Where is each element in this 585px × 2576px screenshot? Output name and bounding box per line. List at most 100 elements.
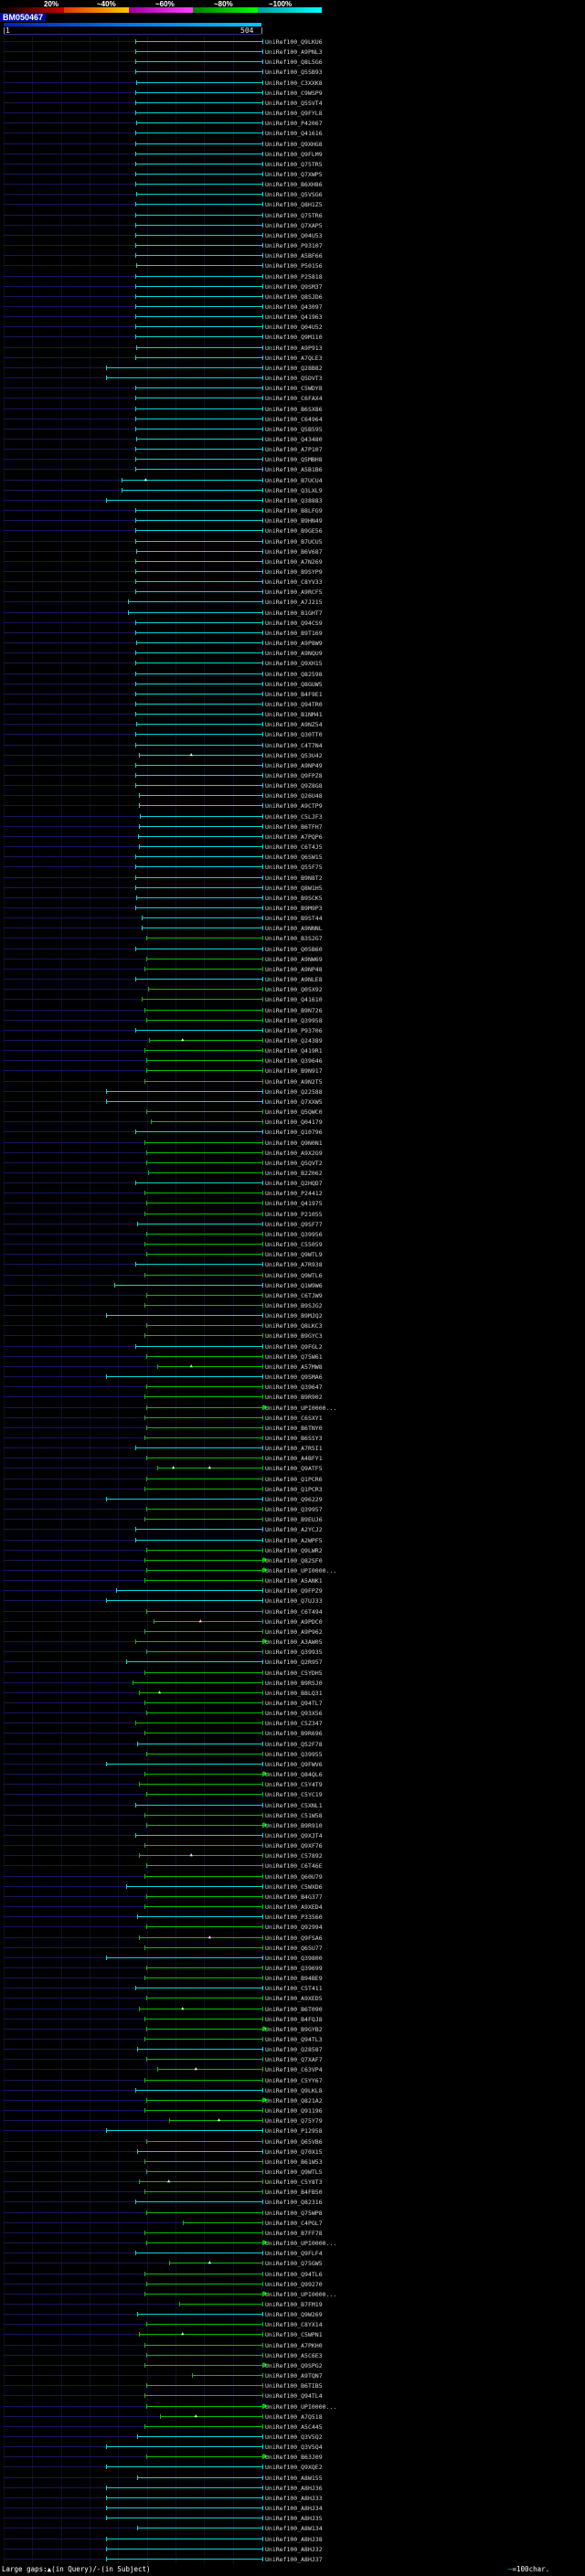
alignment-bar[interactable]: [149, 1038, 263, 1043]
hit-label[interactable]: UniRef100_A4BFY1: [265, 1455, 323, 1463]
hit-label[interactable]: UniRef100_B6SX86: [265, 405, 323, 413]
hit-label[interactable]: UniRef100_A7P107: [265, 446, 323, 454]
alignment-bar[interactable]: [135, 1537, 263, 1542]
hit-row[interactable]: UniRef100_Q1PCR3: [0, 1484, 585, 1494]
alignment-bar[interactable]: [106, 1598, 263, 1604]
hit-row[interactable]: UniRef100_Q3V5Q4: [0, 2442, 585, 2452]
alignment-bar[interactable]: [144, 1140, 263, 1145]
alignment-bar[interactable]: [145, 936, 263, 941]
alignment-bar[interactable]: [144, 2037, 263, 2042]
alignment-bar[interactable]: [135, 722, 263, 727]
hit-label[interactable]: UniRef100_Q99270: [265, 2280, 323, 2288]
hit-row[interactable]: UniRef100_Q5SB93: [0, 67, 585, 77]
hit-row[interactable]: UniRef100_A5C6E3: [0, 2350, 585, 2360]
hit-row[interactable]: UniRef100_Q9XQE2: [0, 2462, 585, 2472]
alignment-bar[interactable]: [144, 1333, 263, 1339]
alignment-bar[interactable]: [134, 406, 263, 411]
alignment-bar[interactable]: [145, 2097, 263, 2103]
hit-label[interactable]: UniRef100_C5XNL1: [265, 1801, 323, 1809]
hit-row[interactable]: UniRef100_C6SXY1: [0, 1413, 585, 1423]
hit-row[interactable]: UniRef100_Q7XXW5: [0, 1097, 585, 1107]
hit-row[interactable]: UniRef100_Q39699: [0, 1963, 585, 1973]
alignment-bar[interactable]: [135, 141, 263, 146]
hit-label[interactable]: UniRef100_B94BE9: [265, 1975, 323, 1983]
hit-row[interactable]: UniRef100_Q43097: [0, 302, 585, 312]
hit-label[interactable]: UniRef100_Q82598: [265, 670, 323, 678]
alignment-bar[interactable]: [145, 2403, 263, 2409]
alignment-bar[interactable]: [150, 1119, 263, 1125]
hit-label[interactable]: UniRef100_B2Z062: [265, 1170, 323, 1177]
alignment-bar[interactable]: [134, 783, 263, 789]
hit-label[interactable]: UniRef100_A7PKH0: [265, 2341, 323, 2349]
hit-row[interactable]: UniRef100_Q5MBH8: [0, 454, 585, 464]
hit-label[interactable]: UniRef100_A8HJ33: [265, 2494, 323, 2502]
hit-label[interactable]: UniRef100_C5Z347: [265, 1720, 323, 1728]
hit-label[interactable]: UniRef100_B9R696: [265, 1730, 323, 1738]
hit-label[interactable]: UniRef100_Q419R1: [265, 1047, 323, 1055]
hit-row[interactable]: UniRef100_Q22588: [0, 1087, 585, 1097]
alignment-bar[interactable]: [135, 630, 263, 635]
hit-label[interactable]: UniRef100_C5YC19: [265, 1791, 323, 1799]
hit-label[interactable]: UniRef100_Q82SF0: [265, 1556, 323, 1564]
hit-row[interactable]: UniRef100_Q75TR5: [0, 159, 585, 169]
hit-row[interactable]: UniRef100_Q04U52: [0, 322, 585, 332]
hit-row[interactable]: UniRef100_C3XXK8: [0, 78, 585, 88]
alignment-bar[interactable]: [145, 2169, 263, 2175]
alignment-bar[interactable]: [145, 2383, 263, 2389]
hit-label[interactable]: UniRef100_C63VP4: [265, 2066, 323, 2074]
hit-label[interactable]: UniRef100_Q9FLF4: [265, 2250, 323, 2258]
hit-label[interactable]: UniRef100_Q41616: [265, 130, 323, 138]
hit-label[interactable]: UniRef100_C5Y4T9: [265, 1781, 323, 1789]
hit-label[interactable]: UniRef100_Q28587: [265, 2046, 323, 2054]
hit-row[interactable]: UniRef100_A2WPF5: [0, 1535, 585, 1545]
hit-label[interactable]: UniRef100_Q39956: [265, 1230, 323, 1238]
hit-label[interactable]: UniRef100_B1GHT7: [265, 609, 323, 617]
hit-label[interactable]: UniRef100_P50156: [265, 262, 323, 270]
hit-label[interactable]: UniRef100_B6T090: [265, 2005, 323, 2013]
alignment-bar[interactable]: [135, 538, 263, 544]
hit-row[interactable]: UniRef100_UPI0000...: [0, 2289, 585, 2299]
alignment-bar[interactable]: [106, 2444, 263, 2450]
alignment-bar[interactable]: [144, 2016, 263, 2021]
hit-label[interactable]: UniRef100_UPI0000...: [265, 1566, 337, 1574]
hit-row[interactable]: UniRef100_Q5B595: [0, 424, 585, 434]
hit-row[interactable]: UniRef100_A9N2T5: [0, 1076, 585, 1087]
alignment-bar[interactable]: [135, 1832, 263, 1838]
hit-label[interactable]: UniRef100_Q7UJ33: [265, 1597, 323, 1606]
hit-row[interactable]: UniRef100_UPI0000...: [0, 1403, 585, 1413]
alignment-bar[interactable]: [134, 59, 263, 65]
alignment-bar[interactable]: [135, 864, 263, 870]
alignment-bar[interactable]: [135, 854, 263, 860]
alignment-bar[interactable]: [144, 1007, 263, 1012]
alignment-bar[interactable]: [106, 2546, 263, 2551]
alignment-bar[interactable]: [135, 69, 263, 75]
alignment-bar[interactable]: [135, 742, 263, 747]
hit-label[interactable]: UniRef100_C8YX14: [265, 2321, 323, 2329]
hit-row[interactable]: UniRef100_B61W53: [0, 2157, 585, 2167]
hit-label[interactable]: UniRef100_B6XH86: [265, 181, 323, 189]
alignment-bar[interactable]: [135, 589, 263, 595]
alignment-bar[interactable]: [135, 1181, 263, 1186]
hit-label[interactable]: UniRef100_Q8LKC3: [265, 1322, 323, 1330]
hit-row[interactable]: UniRef100_B9GYB2: [0, 2024, 585, 2034]
alignment-bar[interactable]: [145, 1893, 263, 1899]
alignment-bar[interactable]: [135, 436, 263, 441]
hit-row[interactable]: UniRef100_C55059: [0, 1239, 585, 1249]
hit-row[interactable]: UniRef100_B6TFH7: [0, 822, 585, 832]
hit-label[interactable]: UniRef100_A8HJ38: [265, 2535, 323, 2543]
hit-label[interactable]: UniRef100_Q65VB6: [265, 2137, 323, 2146]
hit-label[interactable]: UniRef100_A9PDC0: [265, 1617, 323, 1626]
hit-row[interactable]: UniRef100_Q94TL6: [0, 2269, 585, 2279]
hit-row[interactable]: UniRef100_Q60U79: [0, 1871, 585, 1882]
alignment-bar[interactable]: [144, 1191, 263, 1196]
hit-label[interactable]: UniRef100_Q5DVT3: [265, 375, 323, 383]
alignment-bar[interactable]: [145, 2352, 263, 2358]
hit-row[interactable]: UniRef100_Q7XAF7: [0, 2054, 585, 2064]
hit-row[interactable]: ▲ UniRef100_C63VP4: [0, 2064, 585, 2074]
hit-row[interactable]: UniRef100_Q92994: [0, 1922, 585, 1932]
hit-row[interactable]: UniRef100_Q75W61: [0, 1352, 585, 1362]
hit-label[interactable]: UniRef100_C5YDH5: [265, 1669, 323, 1677]
hit-row[interactable]: UniRef100_Q8L5G6: [0, 57, 585, 67]
alignment-bar[interactable]: [136, 1221, 263, 1226]
alignment-bar[interactable]: [135, 895, 263, 900]
